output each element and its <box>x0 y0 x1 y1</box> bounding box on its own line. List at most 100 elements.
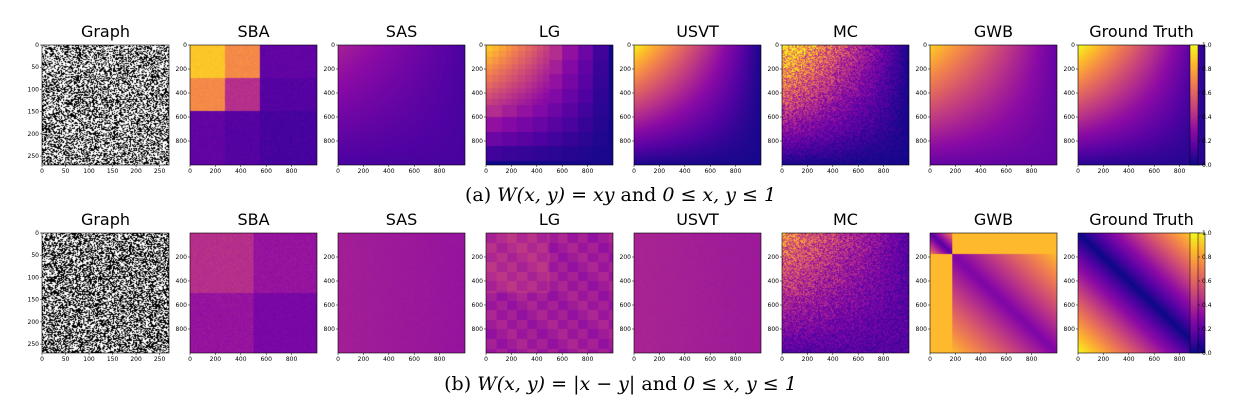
colorbar-gradient <box>1189 232 1199 354</box>
x-tick-label: 400 <box>975 356 987 363</box>
panel-ground-truth-row-b: Ground Truth 0 200 400 600 800 200 400 600 800 <box>1064 210 1206 363</box>
y-tick-label: 600 <box>472 114 484 121</box>
x-tick-label: 800 <box>1026 168 1038 175</box>
x-tick-label: 200 <box>654 356 666 363</box>
colorbar-tick-label: 0.6 <box>1202 278 1212 285</box>
heatmap-image <box>42 233 169 353</box>
y-tick-label: 800 <box>768 326 780 333</box>
y-tick-label: 800 <box>1064 326 1076 333</box>
y-tick-label: 200 <box>620 66 632 73</box>
y-tick-label: 200 <box>472 66 484 73</box>
y-tick-label: 150 <box>28 109 40 116</box>
y-tick-label: 400 <box>1064 278 1076 285</box>
x-tick-label: 600 <box>260 356 272 363</box>
y-tick-label: 200 <box>768 254 780 261</box>
x-tick-label: 400 <box>531 168 543 175</box>
y-tick-label: 0 <box>331 42 335 49</box>
x-tick-label: 150 <box>107 356 119 363</box>
panel-frame <box>41 232 170 354</box>
x-tick-label: 400 <box>679 356 691 363</box>
y-tick-label: 800 <box>916 326 928 333</box>
panel-sas-row-a: SAS 0 200 400 600 800 0 200 400 600 800 <box>324 22 466 175</box>
x-tick-label: 800 <box>1174 356 1186 363</box>
y-tick-label: 400 <box>620 90 632 97</box>
x-tick-label: 200 <box>1098 356 1110 363</box>
panel-frame <box>189 232 318 354</box>
x-tick-label: 600 <box>1000 168 1012 175</box>
x-tick-label: 0 <box>40 168 44 175</box>
x-tick-label: 0 <box>188 168 192 175</box>
panel-frame <box>189 44 318 166</box>
y-tick-label: 400 <box>768 90 780 97</box>
x-tick-label: 800 <box>582 168 594 175</box>
y-tick-label: 200 <box>916 66 928 73</box>
y-tick-label: 200 <box>324 66 336 73</box>
y-tick-label: 100 <box>28 86 40 93</box>
x-tick-label: 600 <box>852 168 864 175</box>
panel-sas-row-b: SAS 0 200 400 600 800 200 400 600 800 <box>324 210 466 363</box>
x-tick-label: 0 <box>336 356 340 363</box>
y-tick-label: 200 <box>28 319 40 326</box>
panel-frame <box>929 44 1058 166</box>
y-tick-label: 600 <box>916 114 928 121</box>
colorbar-gradient <box>1189 44 1199 166</box>
panel-frame <box>929 232 1058 354</box>
heatmap-image <box>782 233 909 353</box>
x-tick-label: 800 <box>1174 168 1186 175</box>
x-tick-label: 600 <box>1148 356 1160 363</box>
panel-mc-row-a: MC 0 200 400 600 800 0 200 400 600 800 <box>768 22 910 175</box>
panel-frame <box>1077 232 1206 354</box>
y-tick-label: 0 <box>479 42 483 49</box>
x-tick-label: 400 <box>235 356 247 363</box>
y-tick-label: 200 <box>324 254 336 261</box>
panel-frame <box>781 44 910 166</box>
y-tick-label: 800 <box>324 326 336 333</box>
x-tick-label: 200 <box>130 356 142 363</box>
x-tick-label: 800 <box>878 356 890 363</box>
x-tick-label: 200 <box>950 356 962 363</box>
y-tick-label: 0 <box>35 42 39 49</box>
panel-frame <box>337 44 466 166</box>
y-tick-label: 400 <box>916 278 928 285</box>
x-tick-label: 0 <box>1076 168 1080 175</box>
x-tick-label: 800 <box>730 356 742 363</box>
x-tick-label: 600 <box>1000 356 1012 363</box>
panel-usvt-row-a: USVT 0 200 400 600 800 0 200 400 600 800 <box>620 22 762 175</box>
x-tick-label: 400 <box>679 168 691 175</box>
colorbar-tick-label: 0.4 <box>1202 114 1212 121</box>
panel-title: Graph <box>81 210 130 229</box>
panel-ground-truth-row-a: Ground Truth 0 200 400 600 800 0 200 400 600 800 <box>1064 22 1206 175</box>
caption-b-label: (b) <box>444 373 472 395</box>
x-tick-label: 800 <box>582 356 594 363</box>
y-tick-label: 800 <box>176 326 188 333</box>
panel-lg-row-a: LG 0 200 400 600 800 0 200 400 600 800 <box>472 22 614 175</box>
x-tick-label: 0 <box>632 168 636 175</box>
heatmap-image <box>42 45 169 165</box>
heatmap-image <box>1078 233 1205 353</box>
y-tick-label: 400 <box>472 90 484 97</box>
x-tick-label: 800 <box>434 356 446 363</box>
x-tick-label: 100 <box>83 168 95 175</box>
panel-gwb-row-b: GWB 0 200 400 600 800 200 400 600 800 <box>916 210 1058 363</box>
caption-a-label: (a) <box>464 184 492 206</box>
x-tick-label: 400 <box>235 168 247 175</box>
y-tick-label: 0 <box>775 42 779 49</box>
x-tick-label: 50 <box>62 168 70 175</box>
panel-gwb-row-a: GWB 0 200 400 600 800 0 200 400 600 800 <box>916 22 1058 175</box>
y-tick-label: 200 <box>176 66 188 73</box>
x-tick-label: 600 <box>556 168 568 175</box>
colorbar-tick-label: 0.8 <box>1202 254 1212 261</box>
y-tick-label: 400 <box>176 90 188 97</box>
panel-frame <box>485 232 614 354</box>
panel-title: USVT <box>676 22 719 41</box>
heatmap-image <box>190 45 317 165</box>
x-tick-label: 0 <box>188 356 192 363</box>
y-tick-label: 200 <box>1064 254 1076 261</box>
x-tick-label: 0 <box>484 356 488 363</box>
heatmap-image <box>634 233 761 353</box>
y-tick-label: 200 <box>472 254 484 261</box>
x-tick-label: 0 <box>632 356 636 363</box>
y-tick-label: 100 <box>28 274 40 281</box>
panel-title: MC <box>833 22 858 41</box>
